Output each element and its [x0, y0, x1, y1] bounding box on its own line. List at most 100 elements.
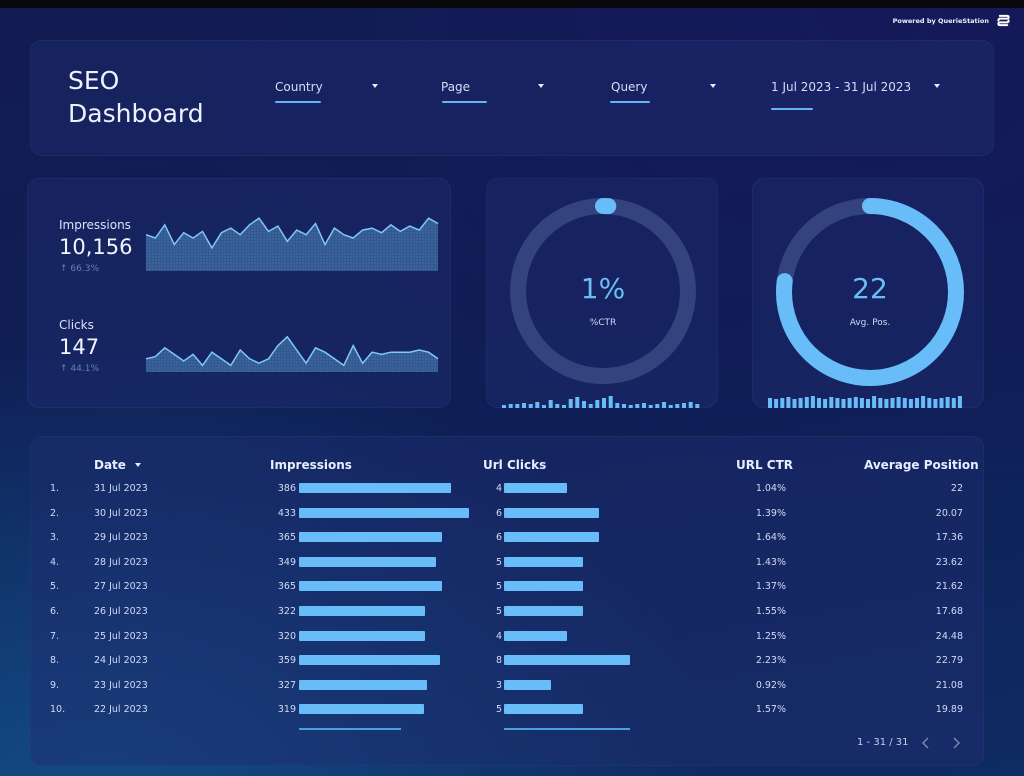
row-impressions-value: 327 — [277, 679, 296, 691]
filter-date-label: 1 Jul 2023 - 31 Jul 2023 — [771, 80, 912, 94]
row-position: 17.68 — [935, 606, 963, 617]
row-impressions-value: 320 — [277, 630, 296, 642]
row-date: 23 Jul 2023 — [94, 679, 148, 691]
pagination-label: 1 - 31 / 31 — [857, 737, 909, 748]
clicks-bar — [504, 483, 567, 493]
sparkline-area — [146, 218, 438, 271]
impressions-sparkline[interactable] — [145, 205, 439, 271]
mini-bar — [662, 402, 666, 408]
row-position: 21.62 — [935, 581, 963, 593]
chevron-down-icon[interactable] — [934, 84, 940, 88]
mini-bar — [835, 398, 840, 408]
row-impressions-value: 365 — [277, 532, 296, 544]
chevron-down-icon[interactable] — [538, 84, 544, 88]
impressions-bar — [299, 606, 426, 616]
date-header-label: Date — [94, 458, 126, 472]
row-clicks-value: 5 — [495, 581, 502, 593]
chevron-left-icon[interactable] — [918, 735, 934, 751]
position-mini-bars — [768, 396, 962, 408]
row-impressions-value: 386 — [277, 483, 296, 494]
mini-bar — [780, 398, 785, 408]
sort-desc-icon[interactable] — [135, 463, 142, 467]
row-index: 9. — [50, 679, 60, 691]
ctr-mini-bars — [502, 396, 700, 408]
mini-bar — [688, 402, 693, 408]
row-clicks-value: 5 — [495, 704, 502, 716]
impressions-bar — [299, 581, 443, 592]
impressions-bar — [299, 704, 425, 715]
row-ctr: 1.43% — [755, 556, 786, 568]
mini-bar — [896, 397, 901, 408]
filter-page[interactable]: Page — [441, 80, 551, 110]
chevron-right-icon[interactable] — [948, 735, 964, 751]
row-ctr: 1.25% — [755, 630, 786, 642]
chevron-down-icon[interactable] — [372, 84, 378, 88]
header-panel — [30, 40, 994, 156]
clicks-delta: ↑ 44.1% — [60, 364, 99, 374]
row-ctr: 0.92% — [755, 679, 786, 691]
row-date: 28 Jul 2023 — [94, 556, 148, 568]
mini-bar — [608, 396, 613, 408]
ctr-gauge[interactable] — [508, 196, 698, 386]
mini-bar — [927, 398, 932, 408]
row-index: 3. — [50, 532, 60, 544]
row-date: 24 Jul 2023 — [94, 655, 148, 667]
row-index: 5. — [50, 581, 60, 593]
clicks-label: Clicks — [59, 318, 94, 332]
position-value: 22 — [852, 272, 888, 305]
mini-bar — [548, 400, 553, 408]
filter-query-label: Query — [611, 80, 648, 94]
filter-date-underline — [771, 108, 813, 110]
row-ctr: 1.57% — [755, 704, 786, 716]
row-ctr: 1.64% — [755, 532, 786, 544]
sparkline-line — [145, 217, 439, 250]
row-clicks-value: 4 — [495, 630, 502, 642]
filter-country[interactable]: Country — [275, 80, 385, 110]
queriestation-logo-icon — [997, 14, 1010, 27]
mini-bar — [872, 396, 877, 408]
mini-bar — [642, 403, 646, 408]
mini-bar — [515, 404, 520, 408]
mini-bar — [939, 398, 944, 408]
mini-bar — [595, 400, 600, 408]
mini-bar — [635, 404, 640, 408]
mini-bar — [792, 399, 797, 408]
mini-bar — [804, 397, 809, 408]
row-date: 25 Jul 2023 — [94, 630, 148, 642]
row-date: 22 Jul 2023 — [94, 704, 148, 716]
clicks-scroll-indicator — [504, 728, 630, 730]
filter-country-label: Country — [275, 80, 323, 94]
mini-bar — [528, 404, 533, 408]
position-gauge[interactable] — [774, 196, 966, 388]
mini-bar — [878, 398, 883, 408]
powered-by-badge[interactable]: Powered by QuerieStation — [893, 14, 1010, 27]
sparkline-line — [145, 335, 439, 367]
chevron-down-icon[interactable] — [710, 84, 716, 88]
row-impressions-value: 365 — [277, 581, 296, 593]
column-header-ctr[interactable]: URL CTR — [736, 458, 794, 472]
row-impressions-value: 349 — [277, 556, 296, 568]
column-header-position[interactable]: Average Position — [864, 458, 979, 472]
mini-bar — [774, 399, 779, 408]
row-clicks-value: 4 — [495, 483, 502, 494]
row-position: 20.07 — [935, 507, 963, 519]
mini-bar — [562, 405, 566, 408]
clicks-sparkline[interactable] — [145, 328, 439, 372]
mini-bar — [957, 396, 962, 408]
row-index: 7. — [50, 630, 60, 642]
row-index: 6. — [50, 606, 60, 617]
mini-bar — [921, 396, 926, 408]
column-header-impressions[interactable]: Impressions — [270, 458, 352, 472]
column-header-date[interactable]: Date — [94, 458, 142, 472]
row-clicks-value: 6 — [495, 532, 502, 544]
mini-bar — [902, 398, 907, 408]
column-header-clicks[interactable]: Url Clicks — [483, 458, 547, 472]
filter-date-range[interactable]: 1 Jul 2023 - 31 Jul 2023 — [771, 80, 947, 110]
mini-bar — [884, 399, 889, 408]
impressions-scroll-indicator — [299, 728, 401, 730]
filter-query[interactable]: Query — [610, 80, 721, 110]
mini-bar — [502, 405, 506, 408]
mini-bar — [582, 401, 586, 408]
row-date: 27 Jul 2023 — [94, 581, 148, 593]
mini-bar — [829, 397, 834, 408]
